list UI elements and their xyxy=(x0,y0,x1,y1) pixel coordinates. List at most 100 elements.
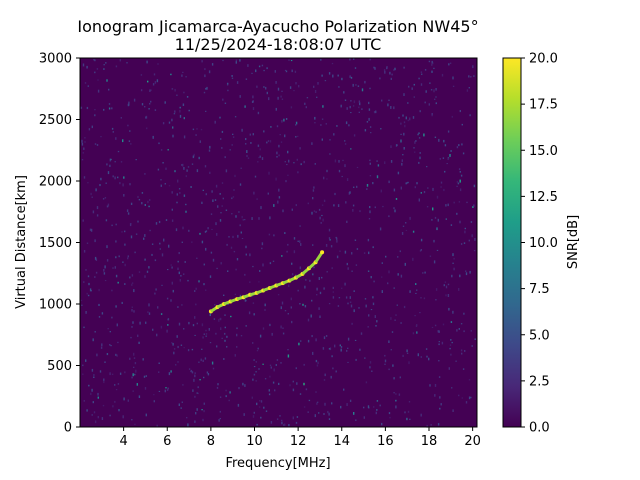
noise-cell xyxy=(450,321,453,323)
noise-cell xyxy=(274,70,276,73)
noise-cell xyxy=(152,328,154,331)
noise-cell xyxy=(144,258,146,261)
noise-cell xyxy=(241,238,244,239)
noise-cell xyxy=(92,210,95,214)
noise-cell xyxy=(299,147,301,150)
noise-cell xyxy=(231,75,233,77)
noise-cell xyxy=(435,96,437,98)
noise-cell xyxy=(196,408,198,411)
noise-cell xyxy=(307,202,309,205)
noise-cell xyxy=(468,87,470,89)
noise-cell xyxy=(318,208,321,211)
noise-cell xyxy=(170,299,172,302)
noise-cell xyxy=(344,164,346,168)
noise-cell xyxy=(196,322,198,325)
noise-cell xyxy=(307,318,310,322)
noise-cell xyxy=(194,374,196,378)
noise-cell xyxy=(429,82,431,84)
noise-cell xyxy=(277,294,280,296)
noise-cell xyxy=(133,310,135,313)
noise-cell xyxy=(351,322,353,325)
noise-cell xyxy=(287,243,289,246)
noise-cell xyxy=(221,130,224,133)
noise-cell xyxy=(462,368,465,370)
noise-cell xyxy=(201,348,203,350)
noise-cell xyxy=(123,194,125,197)
noise-cell xyxy=(168,185,171,187)
noise-cell xyxy=(388,368,390,371)
noise-cell xyxy=(433,89,435,93)
noise-cell xyxy=(124,263,126,267)
noise-cell xyxy=(322,105,324,108)
noise-cell xyxy=(349,105,351,109)
noise-cell xyxy=(81,142,84,146)
noise-cell xyxy=(243,413,245,416)
noise-cell xyxy=(134,251,136,254)
noise-cell xyxy=(161,284,163,286)
noise-cell xyxy=(402,225,405,227)
noise-cell xyxy=(166,297,169,300)
noise-cell xyxy=(456,146,459,149)
noise-cell xyxy=(87,275,90,278)
noise-cell xyxy=(456,180,459,184)
noise-cell xyxy=(236,346,238,348)
noise-cell xyxy=(278,144,280,148)
noise-cell xyxy=(238,387,240,390)
noise-cell xyxy=(359,102,361,106)
noise-cell xyxy=(290,106,293,109)
noise-cell xyxy=(468,75,470,78)
noise-cell xyxy=(345,296,348,299)
noise-cell xyxy=(120,117,122,119)
noise-cell xyxy=(296,382,298,385)
noise-cell xyxy=(320,222,322,224)
noise-cell xyxy=(154,259,157,262)
noise-cell xyxy=(166,388,169,391)
noise-cell xyxy=(409,290,411,293)
noise-cell xyxy=(256,198,258,200)
noise-cell xyxy=(106,245,108,249)
noise-cell xyxy=(193,378,195,382)
noise-cell xyxy=(425,348,428,350)
noise-cell xyxy=(91,368,94,372)
noise-cell xyxy=(216,386,219,389)
noise-cell xyxy=(253,373,256,376)
noise-cell xyxy=(130,235,133,239)
noise-cell xyxy=(448,63,450,66)
noise-cell xyxy=(350,304,353,308)
noise-cell xyxy=(262,327,265,330)
noise-cell xyxy=(109,344,111,346)
noise-cell xyxy=(93,374,95,376)
noise-cell xyxy=(98,316,101,318)
noise-cell xyxy=(236,327,238,330)
noise-cell xyxy=(358,111,360,113)
noise-cell xyxy=(458,144,460,147)
noise-cell xyxy=(133,357,136,359)
noise-cell xyxy=(400,274,403,278)
noise-cell xyxy=(268,171,270,175)
noise-cell xyxy=(207,373,210,376)
noise-cell xyxy=(345,121,348,125)
noise-cell xyxy=(427,187,429,189)
noise-cell xyxy=(81,304,83,306)
noise-cell xyxy=(158,142,160,145)
noise-cell xyxy=(311,142,313,145)
noise-cell xyxy=(250,142,252,144)
plot-background xyxy=(80,58,477,427)
noise-cell xyxy=(465,272,468,276)
noise-cell xyxy=(167,319,169,321)
noise-cell xyxy=(308,399,311,402)
noise-cell xyxy=(458,394,460,397)
noise-cell xyxy=(245,138,247,141)
noise-cell xyxy=(304,102,306,105)
noise-cell xyxy=(215,332,217,335)
noise-cell xyxy=(206,86,208,90)
noise-cell xyxy=(401,162,403,166)
noise-cell xyxy=(323,379,326,381)
noise-cell xyxy=(419,156,421,160)
noise-cell xyxy=(234,293,237,295)
noise-cell xyxy=(156,79,159,83)
noise-cell xyxy=(231,197,233,200)
noise-cell xyxy=(174,170,176,173)
noise-cell xyxy=(222,59,224,62)
noise-cell xyxy=(437,423,440,426)
